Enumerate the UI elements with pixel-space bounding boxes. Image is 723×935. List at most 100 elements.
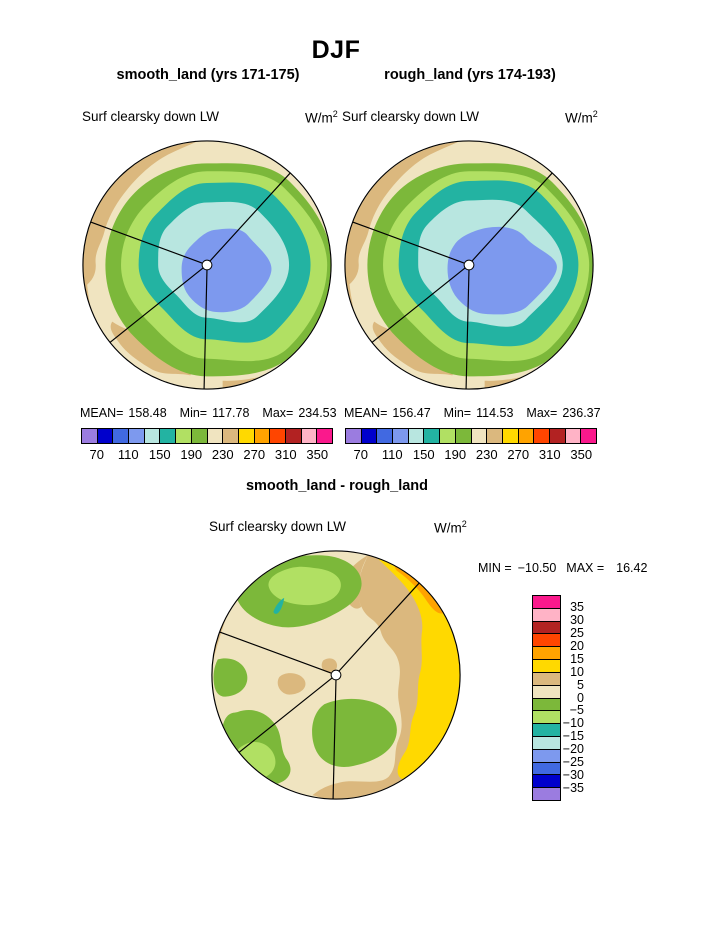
colorbar-cell <box>96 429 113 443</box>
colorbar-cell <box>533 787 560 800</box>
min-label: Min= <box>443 406 472 420</box>
colorbar-cell <box>190 429 207 443</box>
colorbar-tick-label: 310 <box>274 447 297 462</box>
stats-smooth-land: MEAN= 158.48 Min= 117.78 Max= 234.53 <box>80 406 337 420</box>
min-value: 114.53 <box>476 406 514 420</box>
colorbar-cell <box>253 429 270 443</box>
colorbar-cell <box>206 429 223 443</box>
colorbar-cell <box>533 684 560 698</box>
panel-title-smooth-land: smooth_land (yrs 171-175) <box>116 67 300 83</box>
colorbar-tick-label: 35 <box>570 600 584 615</box>
colorbar-tick-label: 20 <box>570 639 584 653</box>
mean-value: 156.47 <box>392 406 431 420</box>
colorbar-tick-label: −5 <box>569 703 584 718</box>
colorbar-cell <box>533 697 560 711</box>
max-label: MAX = <box>566 561 605 575</box>
max-label: Max= <box>526 406 558 420</box>
mean-value: 158.48 <box>128 406 167 420</box>
max-value: 16.42 <box>616 561 648 575</box>
stats-rough-land: MEAN= 156.47 Min= 114.53 Max= 236.37 <box>344 406 601 420</box>
max-value: 236.37 <box>562 406 601 420</box>
colorbar-tick-label: 190 <box>180 447 203 462</box>
variable-label-left: Surf clearsky down LW <box>82 109 220 124</box>
colorbar-tick-label: 150 <box>412 447 435 462</box>
units-text: W/m <box>305 110 333 126</box>
colorbar-cell <box>82 429 97 443</box>
colorbar-ticks-rough-land: 70 110 150 190 230 270 310 350 <box>345 447 597 463</box>
colorbar-ticks-difference: 35 30 25 20 15 10 5 0 −5 −10 −15 −20 −25 −30 −35 <box>550 595 584 801</box>
pole-marker <box>330 669 342 681</box>
colorbar-tick-label: 30 <box>570 613 584 628</box>
colorbar-cell <box>564 429 581 443</box>
pole-marker <box>463 259 475 271</box>
sector-boundary-lines <box>352 172 553 390</box>
colorbar-cell <box>143 429 160 443</box>
colorbar-cell <box>533 633 560 647</box>
colorbar-cell <box>407 429 424 443</box>
colorbar-tick-label: 110 <box>381 447 403 462</box>
min-value: 117.78 <box>212 406 250 420</box>
colorbar-cell <box>533 607 560 621</box>
min-label: MIN = <box>478 561 512 575</box>
colorbar-cell <box>454 429 471 443</box>
colorbar-tick-label: 310 <box>538 447 561 462</box>
units-label-left: W/m2 <box>305 109 338 126</box>
colorbar-cell <box>580 429 596 443</box>
mean-label: MEAN= <box>80 406 124 420</box>
units-exponent: 2 <box>592 109 598 119</box>
stats-difference: MIN = −10.50 MAX = 16.42 <box>478 561 647 575</box>
colorbar-cell <box>533 723 560 736</box>
map-outline <box>344 140 594 390</box>
colorbar-cell <box>501 429 518 443</box>
variable-label-difference: Surf clearsky down LW <box>209 519 347 534</box>
contour-fills <box>83 141 331 389</box>
colorbar-tick-label: −35 <box>562 780 584 795</box>
colorbar-tick-label: −30 <box>562 767 584 782</box>
colorbar-cell <box>470 429 487 443</box>
colorbar-cell <box>360 429 377 443</box>
colorbar-tick-label: 110 <box>117 447 139 462</box>
panel-title-rough-land: rough_land (yrs 174-193) <box>384 67 556 83</box>
colorbar-tick-label: 230 <box>211 447 234 462</box>
colorbar-tick-label: −10 <box>562 716 584 731</box>
colorbar-tick-label: −15 <box>562 729 584 744</box>
colorbar-cell <box>284 429 301 443</box>
colorbar-tick-label: 10 <box>570 664 584 679</box>
min-label: Min= <box>179 406 208 420</box>
units-label-right: W/m2 <box>565 109 598 126</box>
colorbar-difference <box>532 595 561 801</box>
colorbar-cell <box>392 429 408 443</box>
colorbar-cell <box>316 429 332 443</box>
panel-title-difference: smooth_land - rough_land <box>245 478 429 494</box>
colorbar-tick-label: −25 <box>562 754 584 769</box>
contour-fills <box>345 141 593 389</box>
colorbar-cell <box>533 735 560 749</box>
colorbar-tick-label: 25 <box>570 626 584 641</box>
colorbar-tick-label: 5 <box>577 677 584 692</box>
colorbar-tick-label: 270 <box>243 447 266 462</box>
page-title: DJF <box>311 36 361 64</box>
colorbar-cell <box>269 429 285 443</box>
colorbar-cell <box>533 748 560 762</box>
colorbar-cell <box>548 429 565 443</box>
colorbar-cell <box>533 761 560 775</box>
colorbar-tick-label: 150 <box>148 447 171 462</box>
colorbar-cell <box>439 429 455 443</box>
colorbar-cell <box>533 429 549 443</box>
colorbar-tick-label: 350 <box>570 447 593 462</box>
max-value: 234.53 <box>298 406 337 420</box>
colorbar-cell <box>486 429 502 443</box>
colorbar-cell <box>533 596 560 608</box>
max-label: Max= <box>262 406 294 420</box>
min-value: −10.50 <box>517 561 557 575</box>
map-outline <box>211 550 461 800</box>
colorbar-tick-label: 270 <box>507 447 530 462</box>
colorbar-cell <box>533 710 560 724</box>
units-exponent: 2 <box>332 109 338 119</box>
colorbar-tick-label: 350 <box>306 447 329 462</box>
colorbar-cell <box>112 429 129 443</box>
variable-label-right: Surf clearsky down LW <box>342 109 480 124</box>
colorbar-cell <box>423 429 440 443</box>
units-label-difference: W/m2 <box>434 519 467 536</box>
colorbar-smooth-land <box>81 428 333 444</box>
